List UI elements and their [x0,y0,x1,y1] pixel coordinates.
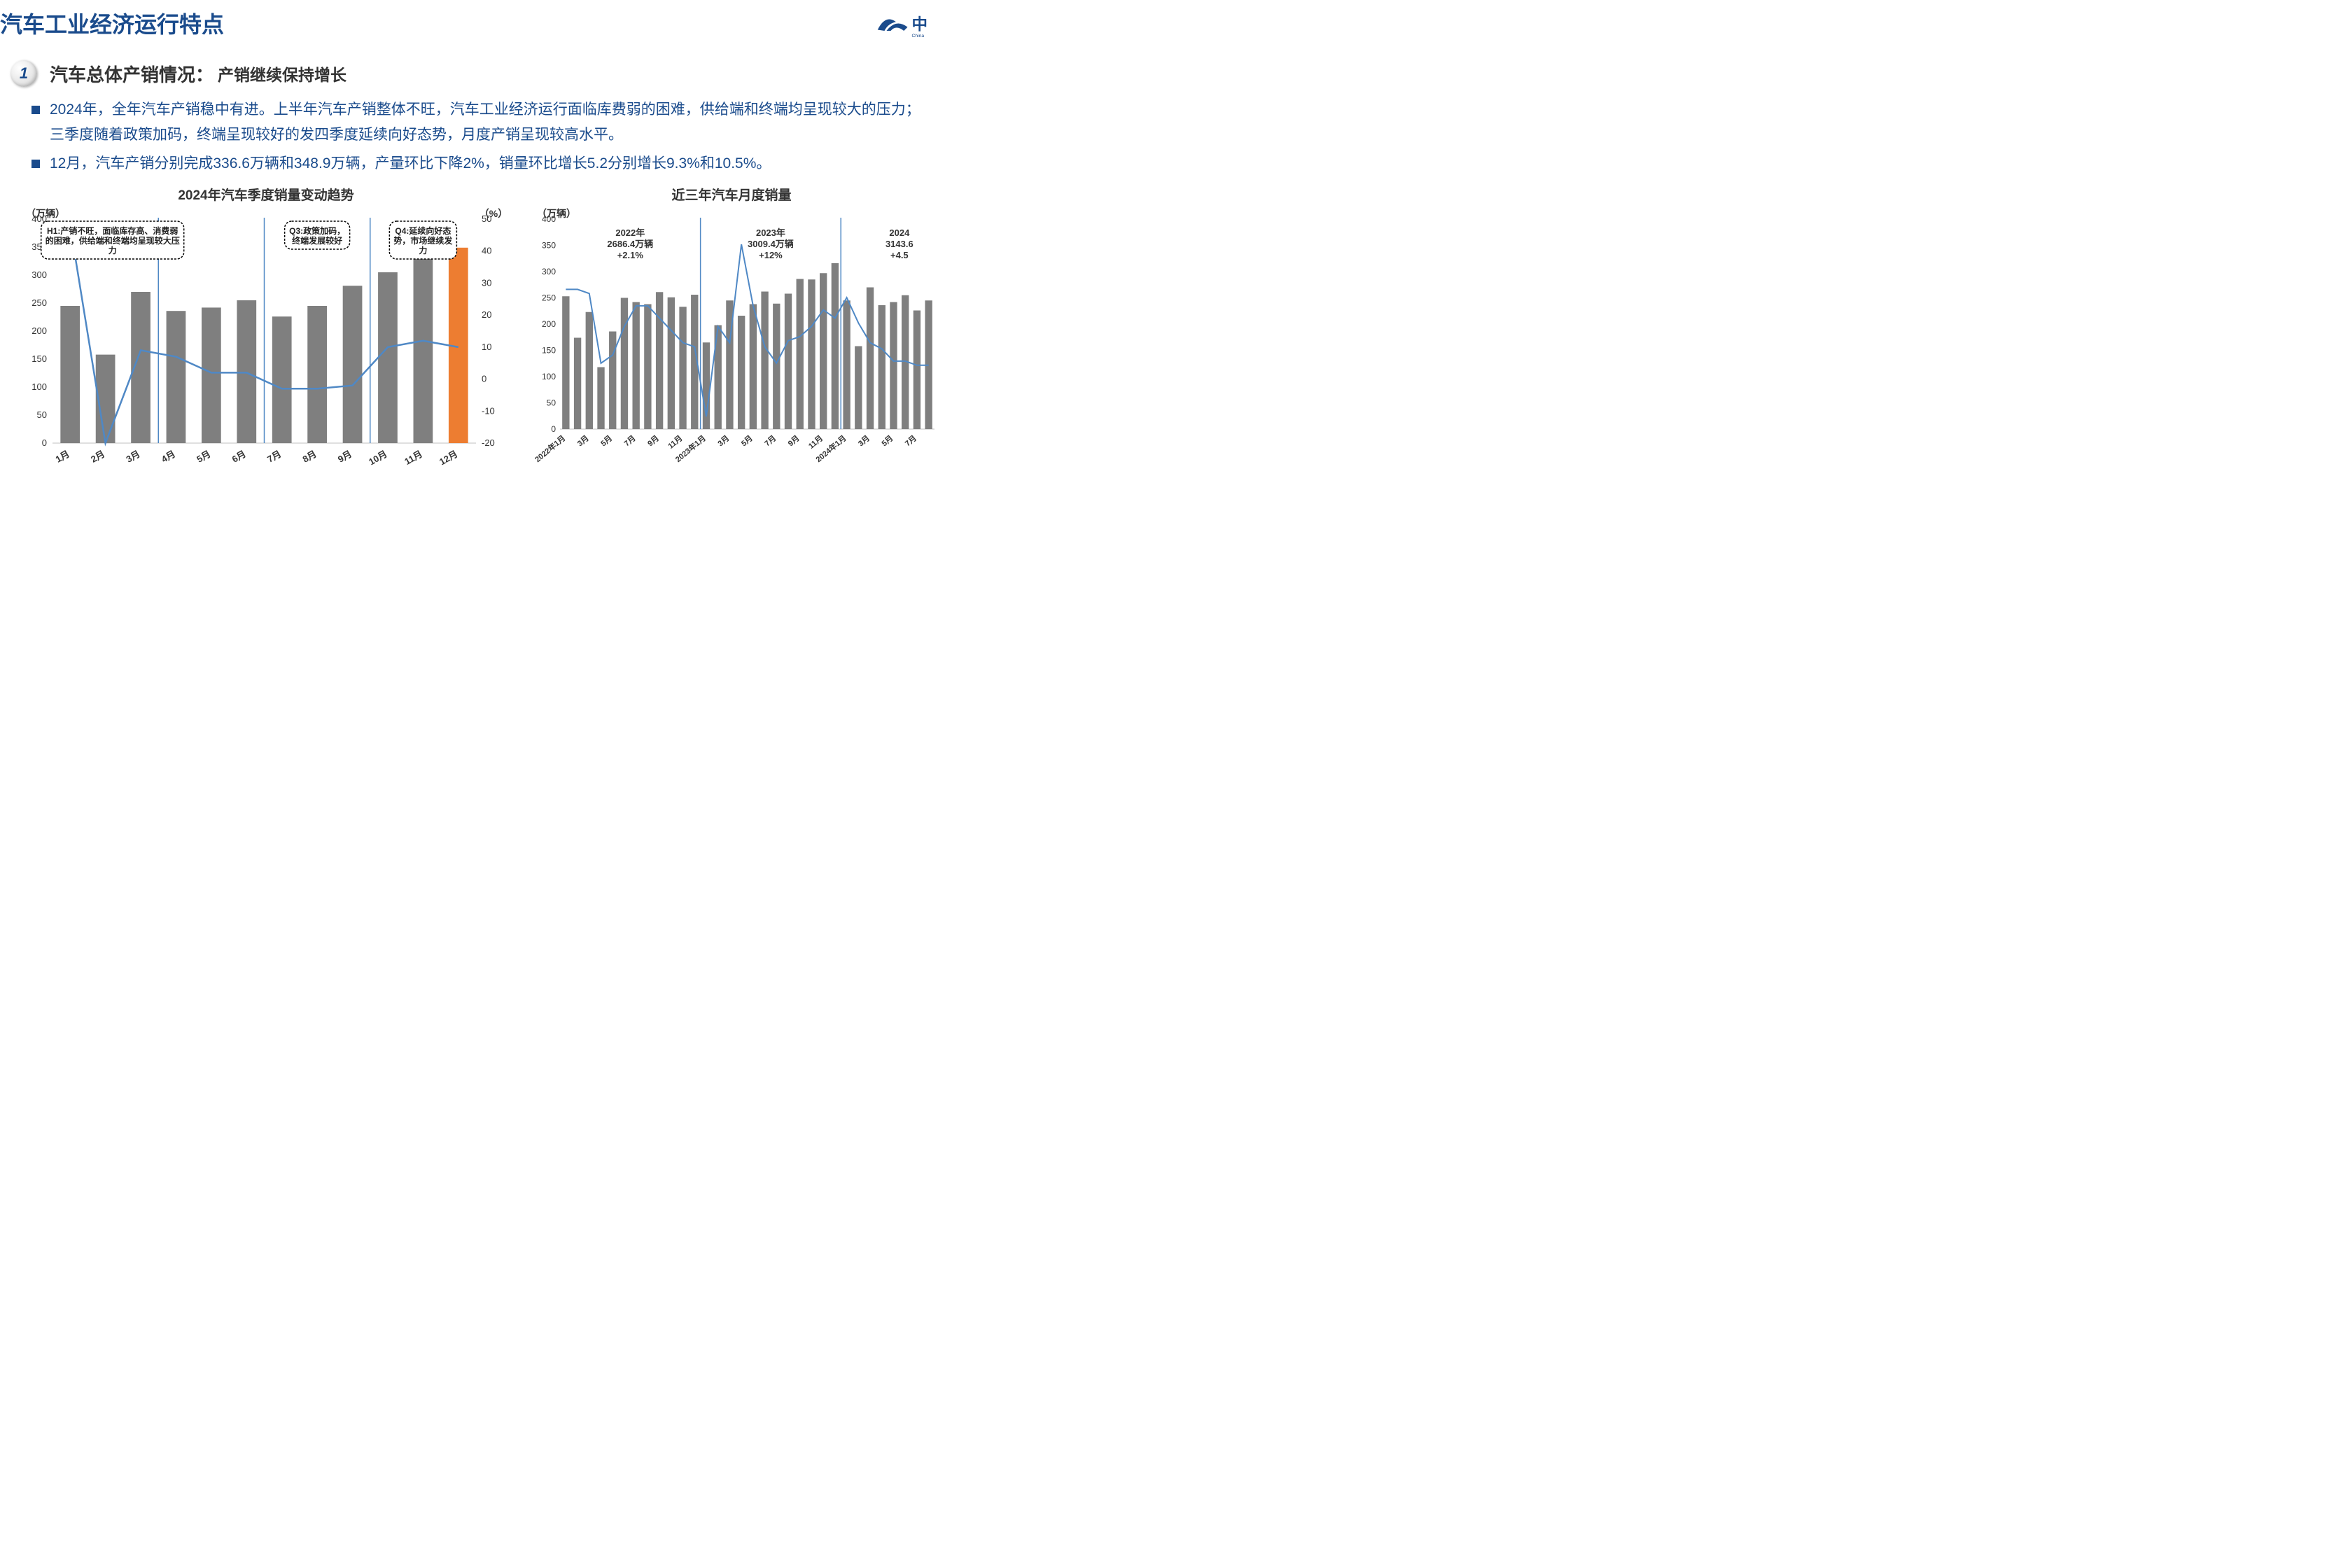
svg-text:150: 150 [31,354,47,364]
svg-text:0: 0 [551,424,556,434]
section-subtitle: 产销继续保持增长 [218,62,346,85]
svg-text:100: 100 [542,372,556,382]
svg-text:0: 0 [42,438,47,448]
bullet-square-icon [31,106,40,114]
section-title: 汽车总体产销情况： [50,61,214,87]
svg-text:+4.5: +4.5 [890,250,909,260]
svg-text:250: 250 [542,293,556,303]
chart-left-block: 2024年汽车季度销量变动趋势 （万辆）（%）05010015020025030… [14,185,518,485]
svg-text:3009.4万辆: 3009.4万辆 [748,239,794,249]
chart-right-block: 近三年汽车月度销量 （万辆）05010015020025030035040020… [525,185,938,485]
svg-text:Q3:政策加码，: Q3:政策加码， [289,225,345,236]
svg-text:200: 200 [31,326,47,336]
bullet-square-icon [31,160,40,168]
svg-text:50: 50 [547,398,556,408]
svg-text:20: 20 [482,309,491,320]
svg-text:终端发展较好: 终端发展较好 [292,235,342,246]
charts-row: 2024年汽车季度销量变动趋势 （万辆）（%）05010015020025030… [0,185,945,485]
chart-left-svg: （万辆）（%）050100150200250300350400-20-10010… [14,205,518,482]
brand-sub: China [912,34,925,38]
svg-text:300: 300 [542,267,556,276]
svg-text:300: 300 [31,270,47,280]
page-title: 汽车工业经济运行特点 [0,0,945,39]
svg-text:3143.6: 3143.6 [886,239,913,249]
caam-logo-icon: 中 China [875,7,938,42]
brand-text: 中 [912,16,928,34]
svg-text:+2.1%: +2.1% [617,250,644,260]
brand-logo: 中 China [875,7,938,46]
svg-text:150: 150 [542,346,556,356]
section-header: 1 汽车总体产销情况： 产销继续保持增长 [10,60,945,87]
section-number-badge: 1 [10,60,37,87]
bullet-text: 2024年，全年汽车产销稳中有进。上半年汽车产销整体不旺，汽车工业经济运行面临库… [50,97,924,147]
svg-text:40: 40 [482,246,491,256]
svg-text:2686.4万辆: 2686.4万辆 [607,239,653,249]
bullet-item: 12月，汽车产销分别完成336.6万辆和348.9万辆，产量环比下降2%，销量环… [31,151,924,176]
svg-text:250: 250 [31,298,47,308]
svg-text:-20: -20 [482,438,495,448]
svg-text:50: 50 [482,214,491,224]
svg-text:2023年: 2023年 [756,227,785,238]
svg-text:Q4:延续向好态: Q4:延续向好态 [395,225,451,236]
svg-text:50: 50 [37,410,47,420]
svg-text:势，市场继续发: 势，市场继续发 [393,235,453,246]
svg-text:-10: -10 [482,405,495,416]
svg-text:力: 力 [419,245,427,255]
svg-text:H1:产销不旺，面临库存高、消费弱: H1:产销不旺，面临库存高、消费弱 [47,225,178,236]
chart-left-title: 2024年汽车季度销量变动趋势 [14,185,518,204]
svg-text:10: 10 [482,342,491,352]
bullet-item: 2024年，全年汽车产销稳中有进。上半年汽车产销整体不旺，汽车工业经济运行面临库… [31,97,924,147]
svg-text:200: 200 [542,319,556,329]
svg-text:350: 350 [542,241,556,251]
svg-text:400: 400 [542,214,556,224]
svg-text:2022年: 2022年 [615,227,645,238]
svg-text:力: 力 [108,245,117,255]
svg-text:+12%: +12% [759,250,783,260]
svg-text:100: 100 [31,382,47,392]
svg-text:30: 30 [482,277,491,288]
svg-text:的困难，供给端和终端均呈现较大压: 的困难，供给端和终端均呈现较大压 [46,235,180,246]
bullet-list: 2024年，全年汽车产销稳中有进。上半年汽车产销整体不旺，汽车工业经济运行面临库… [31,97,924,176]
svg-text:2024: 2024 [889,227,910,238]
bullet-text: 12月，汽车产销分别完成336.6万辆和348.9万辆，产量环比下降2%，销量环… [50,151,771,176]
chart-right-svg: （万辆）0501001502002503003504002022年1月3月5月7… [525,205,938,482]
svg-text:0: 0 [482,374,486,384]
chart-right-title: 近三年汽车月度销量 [525,185,938,204]
